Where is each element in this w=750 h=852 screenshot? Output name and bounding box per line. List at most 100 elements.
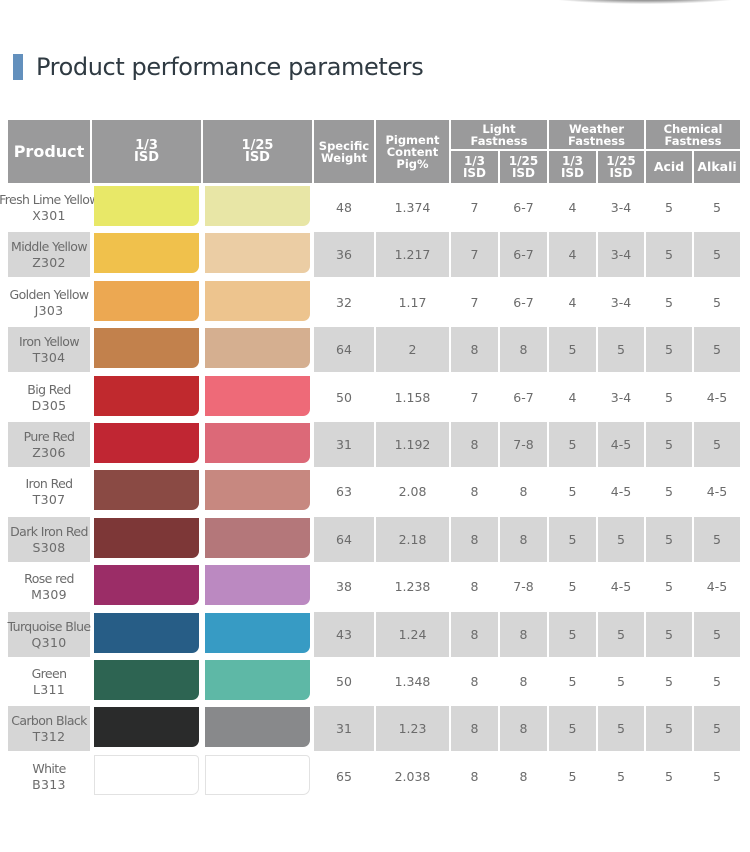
light-fastness-1-3-cell: 8 (451, 706, 498, 751)
product-name: Rose red M309 (8, 564, 90, 609)
weather-fastness-1-25-cell: 3-4 (610, 295, 632, 310)
acid-cell: 5 (665, 295, 673, 310)
weather-fastness-1-3-cell: 5 (549, 706, 596, 751)
swatch-1-25-isd (205, 328, 310, 368)
pigment-content-cell: 1.192 (376, 422, 449, 467)
weather-fastness-1-3-cell: 4 (568, 200, 577, 215)
specific-weight-cell: 65 (336, 769, 352, 784)
alkali-cell: 5 (713, 295, 721, 310)
pigment-content-cell: 1.238 (394, 579, 431, 594)
light-fastness-1-25-cell: 8 (500, 612, 547, 657)
product-name-label: Big Red (27, 381, 71, 397)
product-name-label: Iron Red (25, 475, 73, 491)
weather-fastness-1-3-cell: 5 (568, 579, 577, 594)
product-name-label: Iron Yellow (19, 333, 80, 349)
acid-cell: 5 (665, 200, 673, 215)
product-name: Turquoise Blue Q310 (8, 612, 91, 657)
swatch-1-25-isd (205, 660, 310, 700)
alkali-cell: 5 (694, 232, 740, 277)
product-name-label: Golden Yellow (9, 286, 89, 302)
light-fastness-1-25-cell: 6-7 (513, 390, 534, 405)
pigment-content-cell: 2.18 (376, 517, 449, 562)
acid-cell: 5 (646, 612, 692, 657)
swatch-1-3-isd (94, 328, 199, 368)
specific-weight-cell: 32 (336, 295, 352, 310)
weather-fastness-1-25-cell: 5 (617, 674, 625, 689)
product-code: D305 (31, 397, 67, 413)
light-fastness-1-3-cell: 8 (451, 517, 498, 562)
alkali-cell: 5 (694, 422, 740, 467)
product-code: J303 (34, 302, 64, 318)
acid-cell: 5 (665, 674, 673, 689)
weather-fastness-1-3-cell: 5 (568, 484, 577, 499)
light-fastness-1-3-cell: 7 (470, 390, 479, 405)
light-fastness-1-25-cell: 6-7 (513, 295, 534, 310)
product-code: T307 (32, 491, 66, 507)
swatch-1-3-isd (94, 423, 199, 463)
swatch-1-3-isd (94, 613, 199, 653)
swatch-1-3-isd (94, 565, 199, 605)
light-fastness-1-3-cell: 8 (451, 422, 498, 467)
swatch-1-3-isd (94, 660, 199, 700)
swatch-1-25-isd (205, 707, 310, 747)
header-weather-fastness: Weather Fastness (549, 120, 644, 149)
product-name-label: Fresh Lime Yellow (0, 191, 100, 207)
alkali-cell: 4-5 (706, 579, 728, 594)
light-fastness-1-3-cell: 8 (470, 484, 479, 499)
swatch-1-25-isd (205, 376, 310, 416)
pigment-content-cell: 1.158 (394, 390, 431, 405)
product-name: Iron Yellow T304 (8, 327, 90, 372)
alkali-cell: 5 (694, 706, 740, 751)
product-name-label: Dark Iron Red (10, 523, 88, 539)
weather-fastness-1-25-cell: 3-4 (610, 390, 632, 405)
header-pigment-content: Pigment Content Pig% (376, 120, 449, 183)
alkali-cell: 5 (694, 612, 740, 657)
specific-weight-cell: 31 (314, 706, 374, 751)
light-fastness-1-25-cell: 8 (519, 484, 528, 499)
swatch-1-25-isd (205, 186, 310, 226)
swatch-1-3-isd (94, 518, 199, 558)
pigment-content-cell: 1.24 (376, 612, 449, 657)
acid-cell: 5 (646, 422, 692, 467)
weather-fastness-1-3-cell: 5 (568, 674, 577, 689)
header-alkali: Alkali (694, 151, 740, 183)
alkali-cell: 5 (694, 517, 740, 562)
product-name: Big Red D305 (8, 375, 90, 420)
specific-weight-cell: 50 (336, 674, 352, 689)
weather-fastness-1-25-cell: 4-5 (610, 484, 632, 499)
weather-fastness-1-3-cell: 5 (549, 422, 596, 467)
specific-weight-cell: 63 (336, 484, 352, 499)
product-code: M309 (31, 586, 67, 602)
specific-weight-cell: 31 (314, 422, 374, 467)
pigment-content-cell: 2 (376, 327, 449, 372)
pigment-content-cell: 1.374 (394, 200, 431, 215)
product-name: Fresh Lime Yellow X301 (0, 185, 100, 230)
light-fastness-1-25-cell: 8 (519, 674, 528, 689)
alkali-cell: 5 (713, 769, 721, 784)
weather-fastness-1-3-cell: 5 (549, 517, 596, 562)
specific-weight-cell: 64 (314, 517, 374, 562)
product-code: L311 (32, 681, 66, 697)
alkali-cell: 4-5 (706, 390, 728, 405)
alkali-cell: 5 (713, 674, 721, 689)
acid-cell: 5 (665, 484, 673, 499)
weather-fastness-1-3-cell: 4 (549, 232, 596, 277)
acid-cell: 5 (646, 517, 692, 562)
weather-fastness-1-3-cell: 4 (568, 295, 577, 310)
product-code: X301 (32, 207, 66, 223)
alkali-cell: 4-5 (706, 484, 728, 499)
swatch-1-25-isd (205, 613, 310, 653)
product-code: S308 (32, 539, 66, 555)
specific-weight-cell: 64 (314, 327, 374, 372)
header-light-1-25: 1/25 ISD (500, 151, 547, 183)
swatch-1-25-isd (205, 281, 310, 321)
specific-weight-cell: 36 (314, 232, 374, 277)
alkali-cell: 5 (694, 327, 740, 372)
product-code: B313 (32, 776, 66, 792)
light-fastness-1-25-cell: 8 (500, 706, 547, 751)
weather-fastness-1-25-cell: 5 (598, 706, 644, 751)
product-name: Golden Yellow J303 (8, 280, 90, 325)
light-fastness-1-25-cell: 7-8 (500, 422, 547, 467)
light-fastness-1-3-cell: 7 (451, 232, 498, 277)
acid-cell: 5 (665, 579, 673, 594)
